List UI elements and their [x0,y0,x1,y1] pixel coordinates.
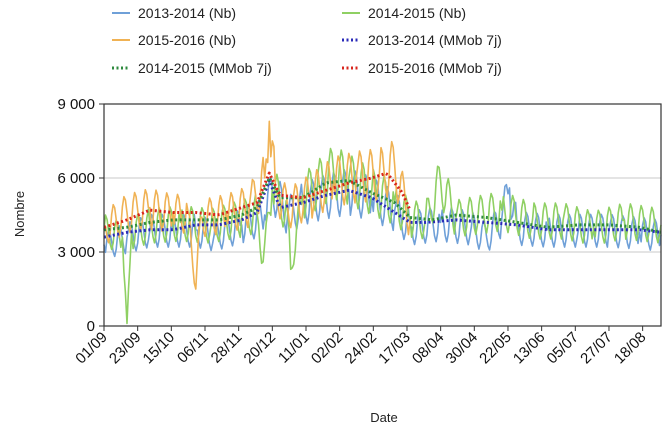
x-tick-label: 18/08 [611,329,650,368]
legend: 2013-2014 (Nb) 2014-2015 (Nb) 2015-2016 (N… [112,5,502,76]
y-tick-label: 9 000 [57,96,95,113]
y-tick-label: 3 000 [57,244,95,261]
x-axis-title: Date [370,410,397,425]
x-tick-label: 08/04 [409,329,448,368]
series-line-3 [103,120,411,290]
x-tick-label: 24/02 [342,329,381,368]
series-line-6 [103,171,412,229]
legend-label: 2015-2016 (MMob 7j) [368,60,502,76]
series-layer [103,120,662,325]
legend-label: 2014-2015 (MMob 7j) [138,60,272,76]
y-axis-title: Nombre [12,191,27,237]
x-tick-label: 02/02 [308,329,347,368]
x-tick-label: 30/04 [443,329,482,368]
x-tick-label: 15/10 [140,329,179,368]
x-tick-label: 17/03 [375,329,414,368]
plot-frame [103,103,662,327]
x-tick-label: 11/01 [275,329,313,367]
legend-label: 2013-2014 (Nb) [138,5,236,21]
x-tick-label: 13/06 [510,329,549,368]
x-tick-label: 22/05 [476,329,515,368]
y-tick-label: 0 [87,318,95,335]
x-tick-label: 28/11 [208,329,246,367]
series-line-2 [103,147,662,325]
legend-label: 2013-2014 (MMob 7j) [368,32,502,48]
x-tick-label: 23/09 [106,329,145,368]
series-line-5 [103,176,662,234]
x-tick-label: 05/07 [544,329,583,368]
x-tick-label: 27/07 [577,329,616,368]
gridlines [104,177,661,253]
x-tick-label: 06/11 [174,329,212,367]
legend-label: 2014-2015 (Nb) [368,5,466,21]
x-tick-label: 20/12 [241,329,280,368]
y-tick-label: 6 000 [57,170,95,187]
series-line-4 [103,179,662,239]
legend-label: 2015-2016 (Nb) [138,32,236,48]
